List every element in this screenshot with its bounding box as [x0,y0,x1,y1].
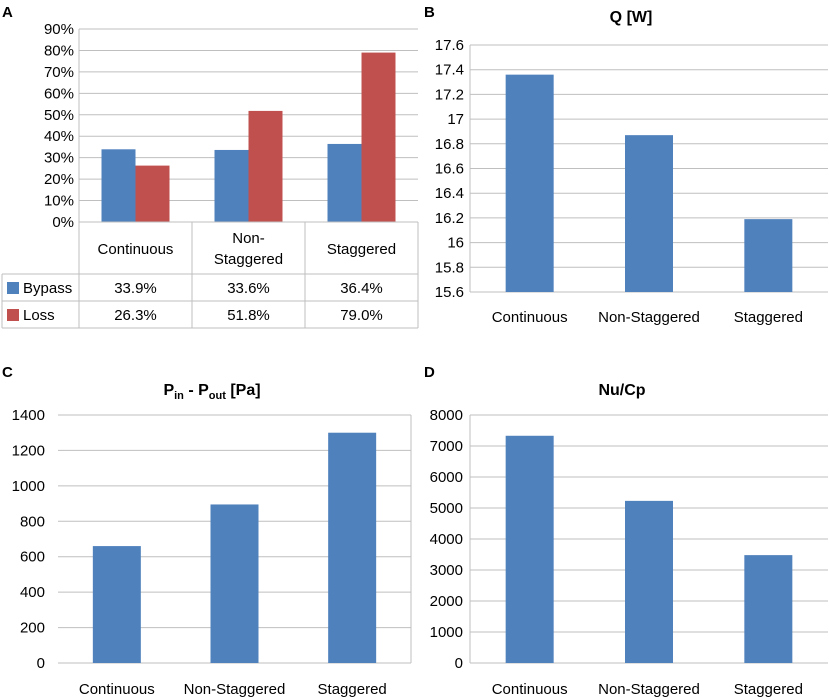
y-tick-label: 80% [44,42,74,59]
bar-bypass [101,149,136,222]
chart-c-title: Pin - Pout [Pa] [163,382,260,402]
y-tick-label: 200 [20,620,45,637]
y-tick-label: 1200 [12,442,45,459]
y-tick-label: 17 [447,111,464,128]
y-tick-label: 1400 [12,407,45,424]
table-cell-value: 33.9% [114,280,157,297]
y-tick-label: 70% [44,64,74,81]
y-tick-label: 6000 [430,469,463,486]
category-label: Continuous [492,309,568,326]
table-cell-value: 33.6% [227,280,270,297]
bar [505,74,554,292]
y-tick-label: 2000 [430,593,463,610]
bar-loss [361,52,396,222]
y-tick-label: 7000 [430,438,463,455]
panel-label-a: A [2,4,13,21]
y-tick-label: 1000 [12,478,45,495]
legend-swatch-bypass [7,282,19,294]
category-label: Staggered [327,241,396,258]
bar [744,555,793,663]
y-tick-label: 4000 [430,531,463,548]
y-tick-label: 0 [37,655,45,672]
chart-a: 0% 10% 20% 30% 40% 50% 60% 70% 80% 90% Continuous N… [1,21,419,329]
table-cell-value: 51.8% [227,307,270,324]
category-label: Staggered [734,681,803,698]
y-tick-label: 16 [447,235,464,252]
y-tick-label: 40% [44,128,74,145]
category-label: Non-Staggered [598,681,700,698]
bar [505,435,554,663]
y-tick-label: 30% [44,150,74,167]
y-tick-label: 0% [52,214,74,231]
category-label: Continuous [492,681,568,698]
y-tick-label: 90% [44,21,74,38]
category-label: Staggered [734,309,803,326]
bar [210,504,259,663]
bar-bypass [327,143,362,222]
chart-d: 0 1000 2000 3000 4000 5000 6000 7000 8000 Continu… [430,407,828,698]
legend-swatch-loss [7,309,19,321]
chart-b-title: Q [W] [610,9,653,26]
y-tick-label: 16.4 [435,185,464,202]
y-tick-label: 10% [44,193,74,210]
bar-loss [135,165,170,222]
y-tick-label: 8000 [430,407,463,424]
y-tick-label: 15.8 [435,259,464,276]
y-tick-label: 1000 [430,624,463,641]
category-label: Staggered [214,251,283,268]
y-tick-label: 17.6 [435,37,464,54]
bar [92,546,141,663]
panel-label-b: B [424,4,435,21]
chart-d-title: Nu/Cp [598,382,645,399]
y-tick-label: 16.2 [435,210,464,227]
bar-bypass [214,149,249,222]
y-tick-label: 0 [455,655,463,672]
legend-label-loss: Loss [23,307,55,324]
table-cell-value: 36.4% [340,280,383,297]
category-label: Non- [232,230,265,247]
category-label: Non-Staggered [184,681,286,698]
category-label: Non-Staggered [598,309,700,326]
y-tick-label: 15.6 [435,284,464,301]
y-tick-label: 17.2 [435,86,464,103]
chart-b: 15.6 15.8 16 16.2 16.4 16.6 16.8 17 17.2 17.4 17.6… [435,37,828,326]
y-tick-label: 50% [44,107,74,124]
y-tick-label: 20% [44,171,74,188]
bar [625,135,673,292]
y-tick-label: 5000 [430,500,463,517]
panel-label-c: C [2,364,13,381]
category-label: Continuous [98,241,174,258]
bar [328,432,377,663]
bar [744,219,793,292]
table-cell-value: 79.0% [340,307,383,324]
legend-label-bypass: Bypass [23,280,72,297]
y-tick-label: 600 [20,549,45,566]
y-tick-label: 400 [20,584,45,601]
panel-label-d: D [424,364,435,381]
category-label: Continuous [79,681,155,698]
bar [625,500,673,663]
y-tick-label: 3000 [430,562,463,579]
y-tick-label: 60% [44,85,74,102]
chart-c: 0 200 400 600 800 1000 1200 1400 Continuous Non-S… [12,407,412,698]
category-label: Staggered [318,681,387,698]
y-tick-label: 16.8 [435,136,464,153]
bar-loss [248,110,283,222]
y-tick-label: 800 [20,513,45,530]
y-tick-label: 17.4 [435,62,464,79]
table-cell-value: 26.3% [114,307,157,324]
y-tick-label: 16.6 [435,161,464,178]
